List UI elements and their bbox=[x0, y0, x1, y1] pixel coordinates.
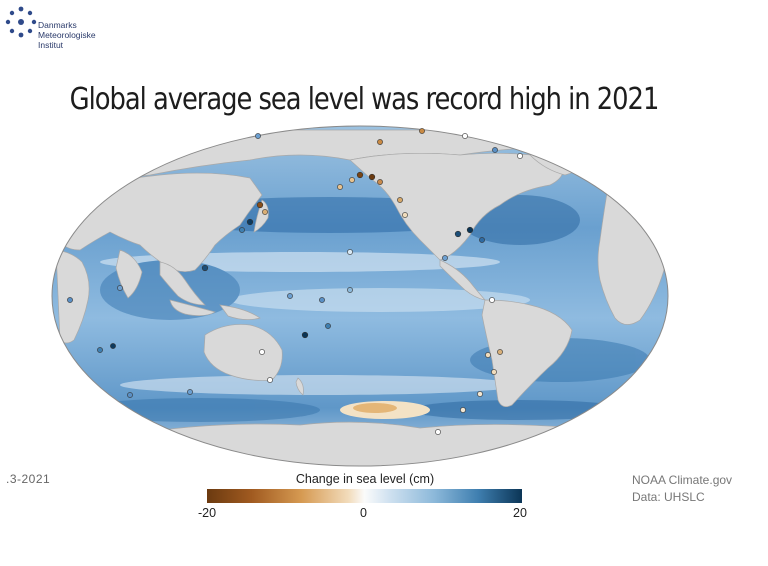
station-point bbox=[347, 249, 353, 255]
station-point bbox=[325, 323, 331, 329]
station-point bbox=[246, 218, 254, 226]
station-point bbox=[347, 287, 353, 293]
station-point bbox=[491, 369, 497, 375]
dmi-logo: Danmarks Meteorologiske Institut bbox=[4, 4, 124, 54]
legend-colorbar bbox=[207, 489, 522, 503]
station-point bbox=[377, 179, 383, 185]
station-point bbox=[267, 377, 273, 383]
station-point bbox=[462, 133, 468, 139]
antarctic-anomaly bbox=[340, 401, 430, 419]
station-point bbox=[435, 429, 441, 435]
station-point bbox=[262, 209, 268, 215]
station-point bbox=[479, 237, 485, 243]
station-point bbox=[397, 197, 403, 203]
tide-gauge-stations bbox=[67, 128, 523, 435]
legend-tick-max: 20 bbox=[513, 506, 527, 520]
station-point bbox=[368, 173, 376, 181]
station-point bbox=[201, 264, 209, 272]
station-point bbox=[419, 128, 425, 134]
station-point bbox=[67, 297, 73, 303]
station-point bbox=[110, 343, 116, 349]
globe-outline bbox=[51, 125, 669, 467]
station-point bbox=[117, 285, 123, 291]
station-point bbox=[460, 407, 466, 413]
station-point bbox=[485, 352, 491, 358]
station-point bbox=[492, 147, 498, 153]
station-point bbox=[259, 349, 265, 355]
station-point bbox=[255, 133, 261, 139]
station-point bbox=[97, 347, 103, 353]
station-point bbox=[356, 171, 364, 179]
page-title: Global average sea level was record high… bbox=[69, 82, 660, 117]
station-point bbox=[489, 297, 495, 303]
dmi-logo-dots-icon bbox=[5, 6, 37, 38]
date-fragment: .3-2021 bbox=[6, 472, 51, 486]
logo-line-2: Meteorologiske bbox=[38, 30, 96, 40]
legend-tick-min: -20 bbox=[198, 506, 217, 520]
station-point bbox=[319, 297, 325, 303]
logo-text: Danmarks Meteorologiske Institut bbox=[38, 20, 96, 50]
station-point bbox=[127, 392, 133, 398]
station-point bbox=[256, 201, 264, 209]
station-point bbox=[477, 391, 483, 397]
logo-line-1: Danmarks bbox=[38, 20, 77, 30]
station-point bbox=[187, 389, 193, 395]
station-point bbox=[377, 139, 383, 145]
station-point bbox=[517, 153, 523, 159]
station-point bbox=[239, 227, 245, 233]
credit: NOAA Climate.gov Data: UHSLC bbox=[632, 472, 732, 506]
station-point bbox=[349, 177, 355, 183]
station-point bbox=[454, 230, 462, 238]
legend-tick-mid: 0 bbox=[360, 506, 367, 520]
credit-data: Data: UHSLC bbox=[632, 490, 705, 504]
station-point bbox=[402, 212, 408, 218]
legend-title: Change in sea level (cm) bbox=[295, 472, 435, 486]
station-point bbox=[287, 293, 293, 299]
station-point bbox=[337, 184, 343, 190]
station-point bbox=[442, 255, 448, 261]
credit-source: NOAA Climate.gov bbox=[632, 473, 733, 487]
station-point bbox=[497, 349, 503, 355]
logo-line-3: Institut bbox=[38, 40, 64, 50]
station-point bbox=[301, 331, 309, 339]
station-point bbox=[466, 226, 474, 234]
